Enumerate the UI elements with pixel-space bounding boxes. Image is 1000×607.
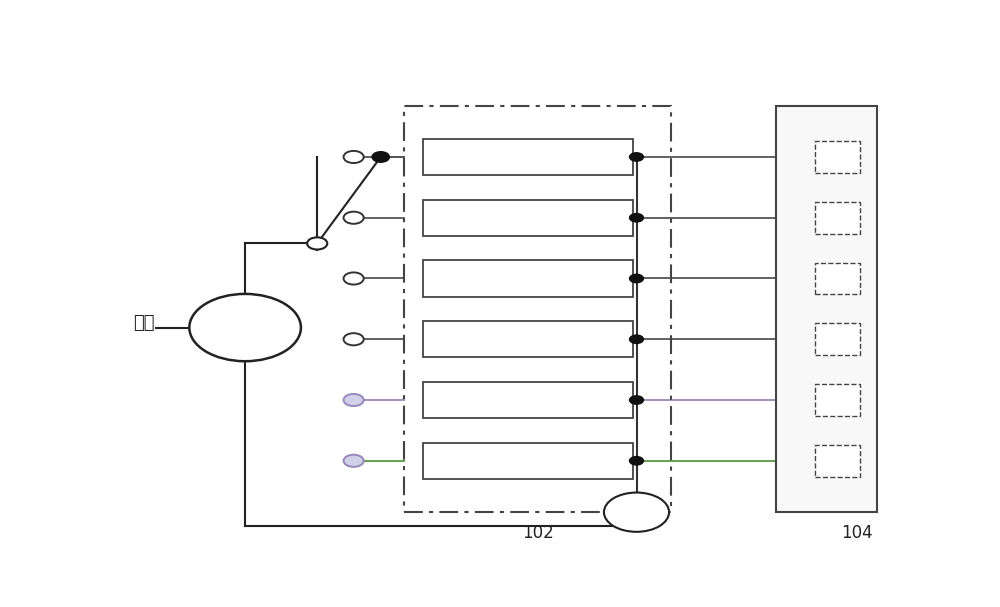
- Bar: [423, 139, 633, 175]
- Bar: [404, 106, 671, 512]
- Circle shape: [630, 456, 643, 465]
- Circle shape: [344, 394, 364, 406]
- Text: −: −: [238, 330, 253, 348]
- Circle shape: [630, 153, 643, 161]
- Text: +: +: [238, 308, 252, 327]
- Circle shape: [344, 455, 364, 467]
- Bar: [815, 202, 860, 234]
- Circle shape: [604, 492, 669, 532]
- Circle shape: [372, 152, 389, 162]
- Bar: [423, 321, 633, 358]
- Circle shape: [630, 274, 643, 283]
- Bar: [423, 260, 633, 297]
- Text: 103: 103: [622, 504, 651, 520]
- Bar: [423, 200, 633, 236]
- Bar: [423, 443, 633, 479]
- Circle shape: [307, 237, 327, 249]
- Bar: [815, 445, 860, 476]
- Circle shape: [344, 212, 364, 224]
- Circle shape: [344, 333, 364, 345]
- Bar: [815, 384, 860, 416]
- Bar: [776, 106, 877, 512]
- Circle shape: [189, 294, 301, 361]
- Text: 电源: 电源: [133, 314, 154, 332]
- Text: 104: 104: [841, 524, 873, 542]
- Circle shape: [344, 151, 364, 163]
- Circle shape: [630, 214, 643, 222]
- Bar: [815, 263, 860, 294]
- Circle shape: [344, 273, 364, 285]
- Bar: [423, 382, 633, 418]
- Bar: [815, 141, 860, 173]
- Circle shape: [630, 396, 643, 404]
- Circle shape: [630, 335, 643, 344]
- Bar: [815, 324, 860, 355]
- Text: 102: 102: [522, 524, 554, 542]
